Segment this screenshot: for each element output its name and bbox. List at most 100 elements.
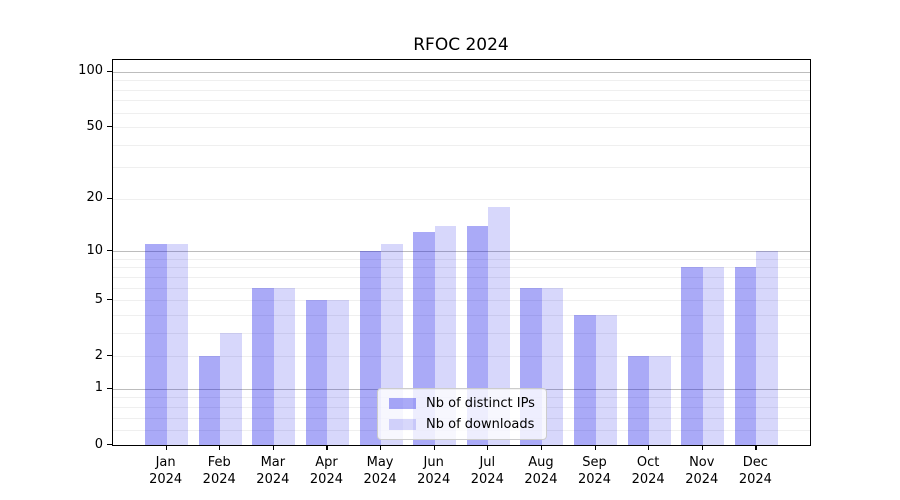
bar-downloads-apr: [327, 300, 349, 445]
x-tick: [272, 445, 275, 450]
x-tick-year: 2024: [470, 472, 504, 487]
x-tick-year: 2024: [363, 472, 397, 487]
x-tick-year: 2024: [202, 472, 236, 487]
bar-downloads-jul: [488, 206, 510, 445]
y-tick-label: 2: [94, 347, 103, 363]
bar-distinct-ips-may: [359, 251, 382, 445]
y-tick: [107, 126, 112, 128]
bar-distinct-ips-jan: [145, 244, 167, 445]
x-tick: [648, 445, 650, 450]
x-tick-month: Aug: [528, 455, 554, 470]
x-tick: [433, 445, 435, 450]
gridline-minor: [113, 144, 810, 146]
bar-downloads-dec: [756, 251, 778, 445]
bar-downloads-mar: [273, 287, 296, 445]
x-tick-label: Feb 2024: [189, 454, 249, 488]
x-tick-label: Sep 2024: [565, 454, 625, 488]
gridline-minor: [113, 314, 810, 316]
x-tick-month: Apr: [315, 455, 338, 470]
bar-distinct-ips-oct: [627, 356, 650, 445]
x-tick-label: Mar 2024: [243, 454, 303, 488]
y-tick-label: 10: [86, 242, 103, 258]
gridline-major: [113, 71, 810, 73]
bar-distinct-ips-mar: [252, 287, 274, 445]
x-tick-month: Mar: [260, 455, 286, 470]
x-tick-label: Jul 2024: [457, 454, 517, 488]
y-tick-label: 20: [86, 190, 103, 206]
legend-item-distinct-ips: Nb of distinct IPs: [389, 396, 535, 411]
bar-distinct-ips-feb: [198, 356, 221, 445]
bar-downloads-feb: [220, 332, 242, 445]
y-tick-label: 1: [94, 380, 103, 396]
x-tick-label: Aug 2024: [511, 454, 571, 488]
y-tick-label: 100: [78, 63, 103, 79]
x-tick-month: Dec: [742, 455, 768, 470]
bar-distinct-ips-nov: [681, 267, 703, 445]
x-tick-label: May 2024: [350, 454, 410, 488]
y-tick-label: 0: [94, 436, 103, 452]
gridline-minor: [113, 267, 810, 269]
bar-downloads-oct: [649, 356, 671, 445]
x-tick-label: Nov 2024: [672, 454, 732, 488]
x-tick: [594, 445, 596, 450]
x-tick-year: 2024: [417, 472, 451, 487]
gridline-major: [113, 251, 810, 253]
bar-distinct-ips-dec: [734, 267, 757, 445]
bar-downloads-jan: [166, 244, 189, 445]
x-tick: [380, 445, 382, 450]
bar-downloads-aug: [541, 287, 564, 445]
chart-title: RFOC 2024: [413, 35, 509, 55]
gridline-minor: [113, 127, 810, 129]
y-tick: [107, 250, 112, 252]
gridline-minor: [113, 356, 810, 358]
gridline-minor: [113, 89, 810, 91]
bar-distinct-ips-sep: [574, 314, 596, 445]
x-tick-month: Jan: [155, 455, 176, 470]
x-tick: [165, 445, 167, 450]
x-tick: [540, 445, 543, 450]
x-tick-label: Oct 2024: [618, 454, 678, 488]
x-tick-year: 2024: [577, 472, 612, 487]
x-tick-month: Sep: [582, 455, 607, 470]
y-tick-label: 5: [94, 291, 103, 307]
x-tick-month: Feb: [207, 455, 231, 470]
x-tick-label: Jun 2024: [404, 454, 464, 488]
gridline-minor: [113, 332, 810, 334]
legend-label-distinct-ips: Nb of distinct IPs: [426, 396, 535, 411]
y-tick: [107, 387, 112, 390]
x-tick: [487, 445, 489, 450]
legend-swatch-distinct-ips: [389, 398, 416, 409]
y-tick: [107, 299, 112, 301]
x-tick-label: Dec 2024: [725, 454, 785, 488]
x-tick-year: 2024: [524, 472, 558, 487]
gridline-minor: [113, 300, 810, 302]
bar-downloads-nov: [702, 267, 725, 445]
x-tick-year: 2024: [256, 472, 290, 487]
x-tick-year: 2024: [309, 472, 343, 487]
x-tick-month: Oct: [636, 455, 660, 470]
x-tick: [326, 445, 328, 450]
x-tick-label: Jan 2024: [136, 454, 196, 488]
x-tick-month: Jun: [423, 455, 444, 470]
x-tick-month: May: [366, 455, 394, 470]
gridline-minor: [113, 287, 810, 289]
legend-item-downloads: Nb of downloads: [389, 417, 535, 432]
y-tick: [107, 444, 112, 446]
bar-downloads-sep: [595, 314, 617, 445]
x-tick-year: 2024: [631, 472, 665, 487]
gridline-minor: [113, 276, 810, 278]
x-tick: [219, 445, 221, 450]
y-tick-label: 50: [86, 118, 103, 134]
legend-label-downloads: Nb of downloads: [426, 417, 535, 432]
gridline-minor: [113, 80, 810, 82]
x-tick-month: Nov: [689, 455, 715, 470]
gridline-minor: [113, 100, 810, 102]
legend-swatch-downloads: [389, 419, 416, 430]
x-tick-year: 2024: [149, 472, 183, 487]
gridline-minor: [113, 167, 810, 169]
legend: Nb of distinct IPs Nb of downloads: [377, 388, 547, 440]
y-tick: [107, 355, 112, 357]
gridline-minor: [113, 258, 810, 260]
bar-distinct-ips-apr: [306, 300, 328, 445]
